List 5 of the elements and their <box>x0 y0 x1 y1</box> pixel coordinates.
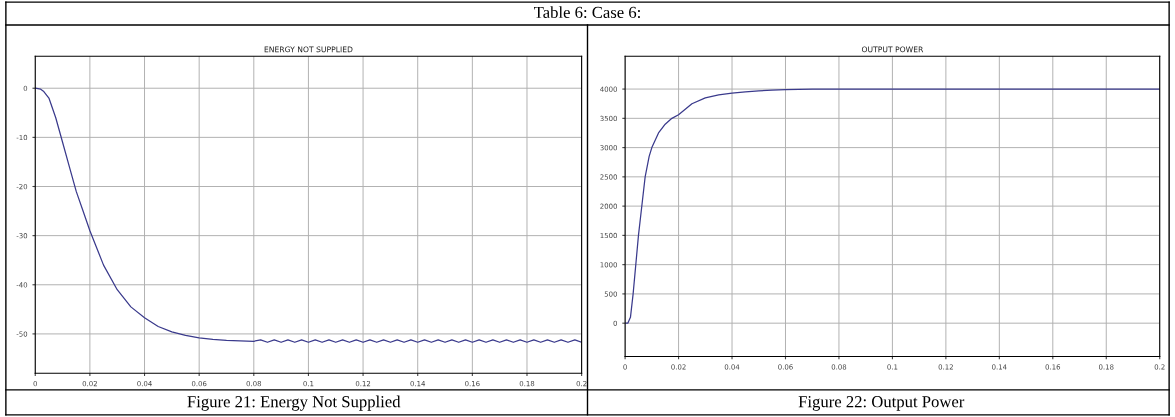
caption: Figure 21: Energy Not Supplied <box>187 395 401 411</box>
caption: Figure 22: Output Power <box>798 396 965 411</box>
line-series <box>625 88 1160 324</box>
line-series <box>35 87 582 343</box>
caption: Table 6: Case 6: <box>534 6 640 19</box>
